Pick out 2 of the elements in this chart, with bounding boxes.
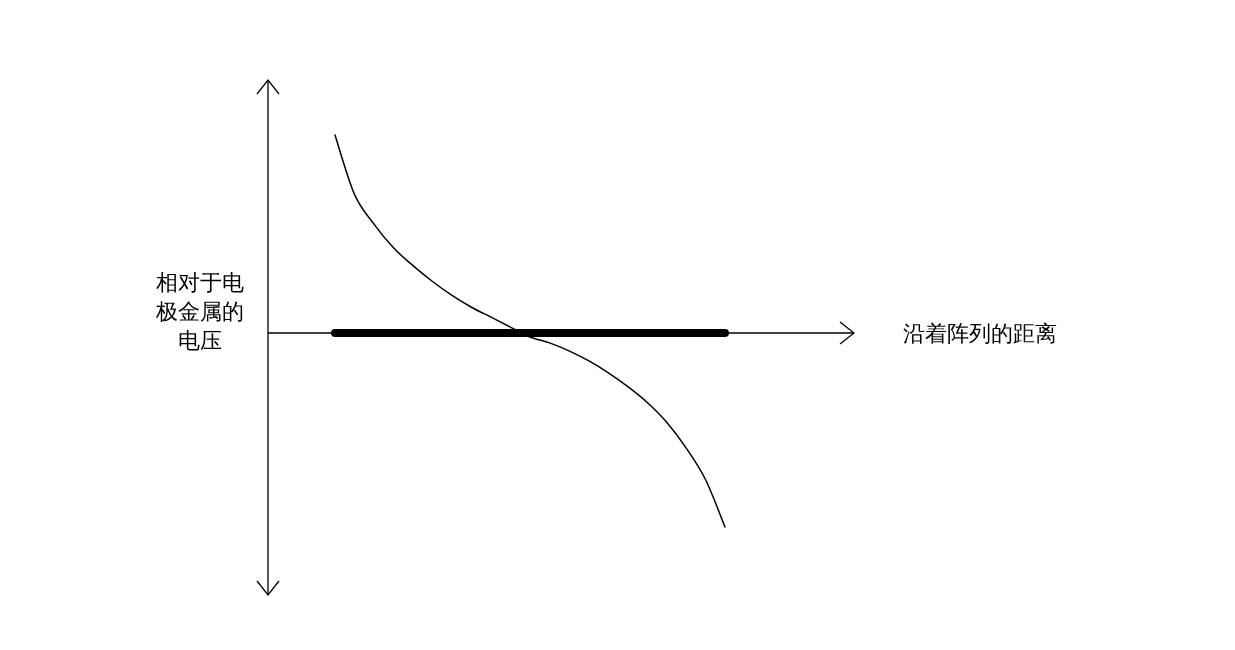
y-axis-title: 相对于电极金属的电压 (155, 269, 245, 355)
x-axis-title: 沿着阵列的距离 (903, 321, 1057, 346)
